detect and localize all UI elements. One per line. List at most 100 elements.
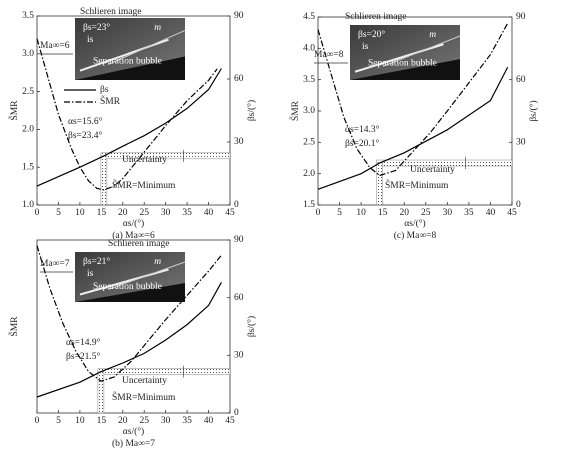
x-tick-label: 40 bbox=[486, 208, 496, 218]
shock-angle: βs=21° bbox=[83, 256, 110, 267]
x-tick-label: 25 bbox=[139, 208, 149, 218]
shock-line bbox=[354, 43, 444, 73]
line-series bbox=[317, 23, 509, 177]
y-tick-label: 1.0 bbox=[22, 200, 34, 210]
y2-tick-label: 30 bbox=[234, 137, 244, 147]
inset-title: Schlieren image bbox=[345, 12, 406, 22]
y-tick-label: 1.5 bbox=[22, 162, 34, 172]
x-axis-label: αs/(°) bbox=[123, 218, 144, 229]
minimum-label: S̃MR=Minimum bbox=[112, 390, 176, 403]
bubble-label: Separation bubble bbox=[368, 59, 437, 69]
uncertainty-label: Uncertainty bbox=[410, 165, 455, 175]
y-tick-label: 3.0 bbox=[303, 106, 315, 116]
y-tick-label: 3.0 bbox=[22, 49, 34, 59]
y2-tick-label: 0 bbox=[234, 408, 239, 418]
x-tick-label: 30 bbox=[161, 416, 171, 426]
optimum-alpha: αs=14.9° bbox=[66, 337, 101, 348]
x-tick-label: 10 bbox=[75, 208, 85, 218]
x-tick-label: 30 bbox=[161, 208, 171, 218]
x-tick-label: 0 bbox=[35, 208, 40, 218]
y-tick-label: 2.5 bbox=[22, 87, 34, 97]
wedge bbox=[350, 59, 460, 80]
shock-angle: βs=20° bbox=[358, 29, 385, 40]
panel: 0 5 10 15 20 25 30 35 40 45 1.5 2.0 2.5 3.0 3.5 4.0 4.5 0… bbox=[288, 12, 539, 241]
x-tick-label: 10 bbox=[75, 416, 85, 426]
shock-line bbox=[107, 29, 186, 65]
y2-tick-label: 60 bbox=[234, 293, 244, 303]
bubble-label: Separation bubble bbox=[93, 282, 162, 292]
mach-label: Ma∞=6 bbox=[40, 41, 70, 51]
x-tick-label: 15 bbox=[97, 416, 107, 426]
x-tick-label: 5 bbox=[337, 208, 342, 218]
shock-line bbox=[79, 38, 169, 72]
y-tick-label: 4.0 bbox=[303, 44, 315, 54]
x-axis-label: αs/(°) bbox=[404, 218, 425, 229]
y2-tick-label: 60 bbox=[234, 74, 244, 84]
shock-line bbox=[107, 261, 186, 290]
y-tick-label: 3.5 bbox=[22, 11, 34, 21]
wedge bbox=[75, 283, 185, 302]
y-tick-label: 2.5 bbox=[303, 138, 315, 148]
legend-label: S̃MR bbox=[100, 94, 121, 107]
x-tick-label: 5 bbox=[56, 416, 61, 426]
y-tick-label: 1.5 bbox=[303, 200, 315, 210]
x-axis-label: αs/(°) bbox=[123, 426, 144, 437]
inset-title: Schlieren image bbox=[108, 239, 169, 249]
mach-label: Ma∞=8 bbox=[314, 50, 344, 60]
y2-tick-label: 0 bbox=[516, 200, 521, 210]
is-label: is bbox=[87, 35, 94, 45]
y-tick-label: 2.0 bbox=[303, 169, 315, 179]
x-tick-label: 0 bbox=[316, 208, 321, 218]
x-tick-label: 20 bbox=[118, 208, 128, 218]
caption: (a) Ma∞=6 bbox=[112, 230, 155, 241]
x-tick-label: 35 bbox=[464, 208, 474, 218]
y-axis-label: S̃MR bbox=[7, 316, 20, 337]
x-tick-label: 45 bbox=[225, 416, 235, 426]
y2-tick-label: 90 bbox=[234, 235, 244, 245]
is-label: is bbox=[362, 42, 369, 52]
line-series bbox=[36, 38, 218, 191]
m-label: m bbox=[429, 30, 436, 40]
line-series bbox=[36, 245, 222, 382]
plot-frame bbox=[36, 239, 231, 414]
panel: 0 5 10 15 20 25 30 35 40 45 1.0 1.5 2.0 2.5 3.0 3.5 0 30 6… bbox=[7, 7, 257, 241]
caption: (c) Ma∞=8 bbox=[394, 230, 437, 241]
x-tick-label: 0 bbox=[35, 416, 40, 426]
y-tick-label: 2.0 bbox=[22, 125, 34, 135]
y-axis-label: S̃MR bbox=[288, 100, 301, 121]
x-tick-label: 15 bbox=[378, 208, 388, 218]
optimum-band bbox=[97, 371, 105, 414]
x-tick-label: 35 bbox=[182, 416, 192, 426]
y2-tick-label: 90 bbox=[234, 11, 244, 21]
m-label: m bbox=[154, 257, 161, 267]
is-label: is bbox=[87, 269, 94, 279]
x-tick-label: 25 bbox=[139, 416, 149, 426]
y2-axis-label: βs/(°) bbox=[528, 100, 539, 121]
minimum-label: S̃MR=Minimum bbox=[385, 178, 449, 191]
y-tick-label: 3.5 bbox=[303, 75, 315, 85]
optimum-alpha: αs=15.6° bbox=[68, 116, 103, 127]
optimum-beta: βs=23.4° bbox=[68, 130, 103, 141]
y2-tick-label: 0 bbox=[234, 200, 239, 210]
x-tick-label: 5 bbox=[56, 208, 61, 218]
m-label: m bbox=[154, 23, 161, 33]
uncertainty-label: Uncertainty bbox=[122, 155, 167, 165]
plot-frame bbox=[36, 15, 231, 206]
x-tick-label: 45 bbox=[225, 208, 235, 218]
uncertainty-label: Uncertainty bbox=[122, 376, 167, 386]
y2-tick-label: 30 bbox=[516, 138, 526, 148]
y2-tick-label: 60 bbox=[516, 75, 526, 85]
optimum-alpha: αs=14.3° bbox=[345, 124, 380, 135]
x-tick-label: 45 bbox=[507, 208, 517, 218]
line-series bbox=[36, 68, 222, 187]
x-tick-label: 40 bbox=[204, 416, 214, 426]
x-tick-label: 20 bbox=[399, 208, 409, 218]
mach-label: Ma∞=7 bbox=[40, 259, 70, 269]
line-series bbox=[36, 282, 222, 398]
y-tick-label: 4.5 bbox=[303, 12, 315, 22]
x-tick-label: 35 bbox=[182, 208, 192, 218]
optimum-beta: βs=20.1° bbox=[345, 138, 380, 149]
wedge bbox=[75, 56, 185, 80]
